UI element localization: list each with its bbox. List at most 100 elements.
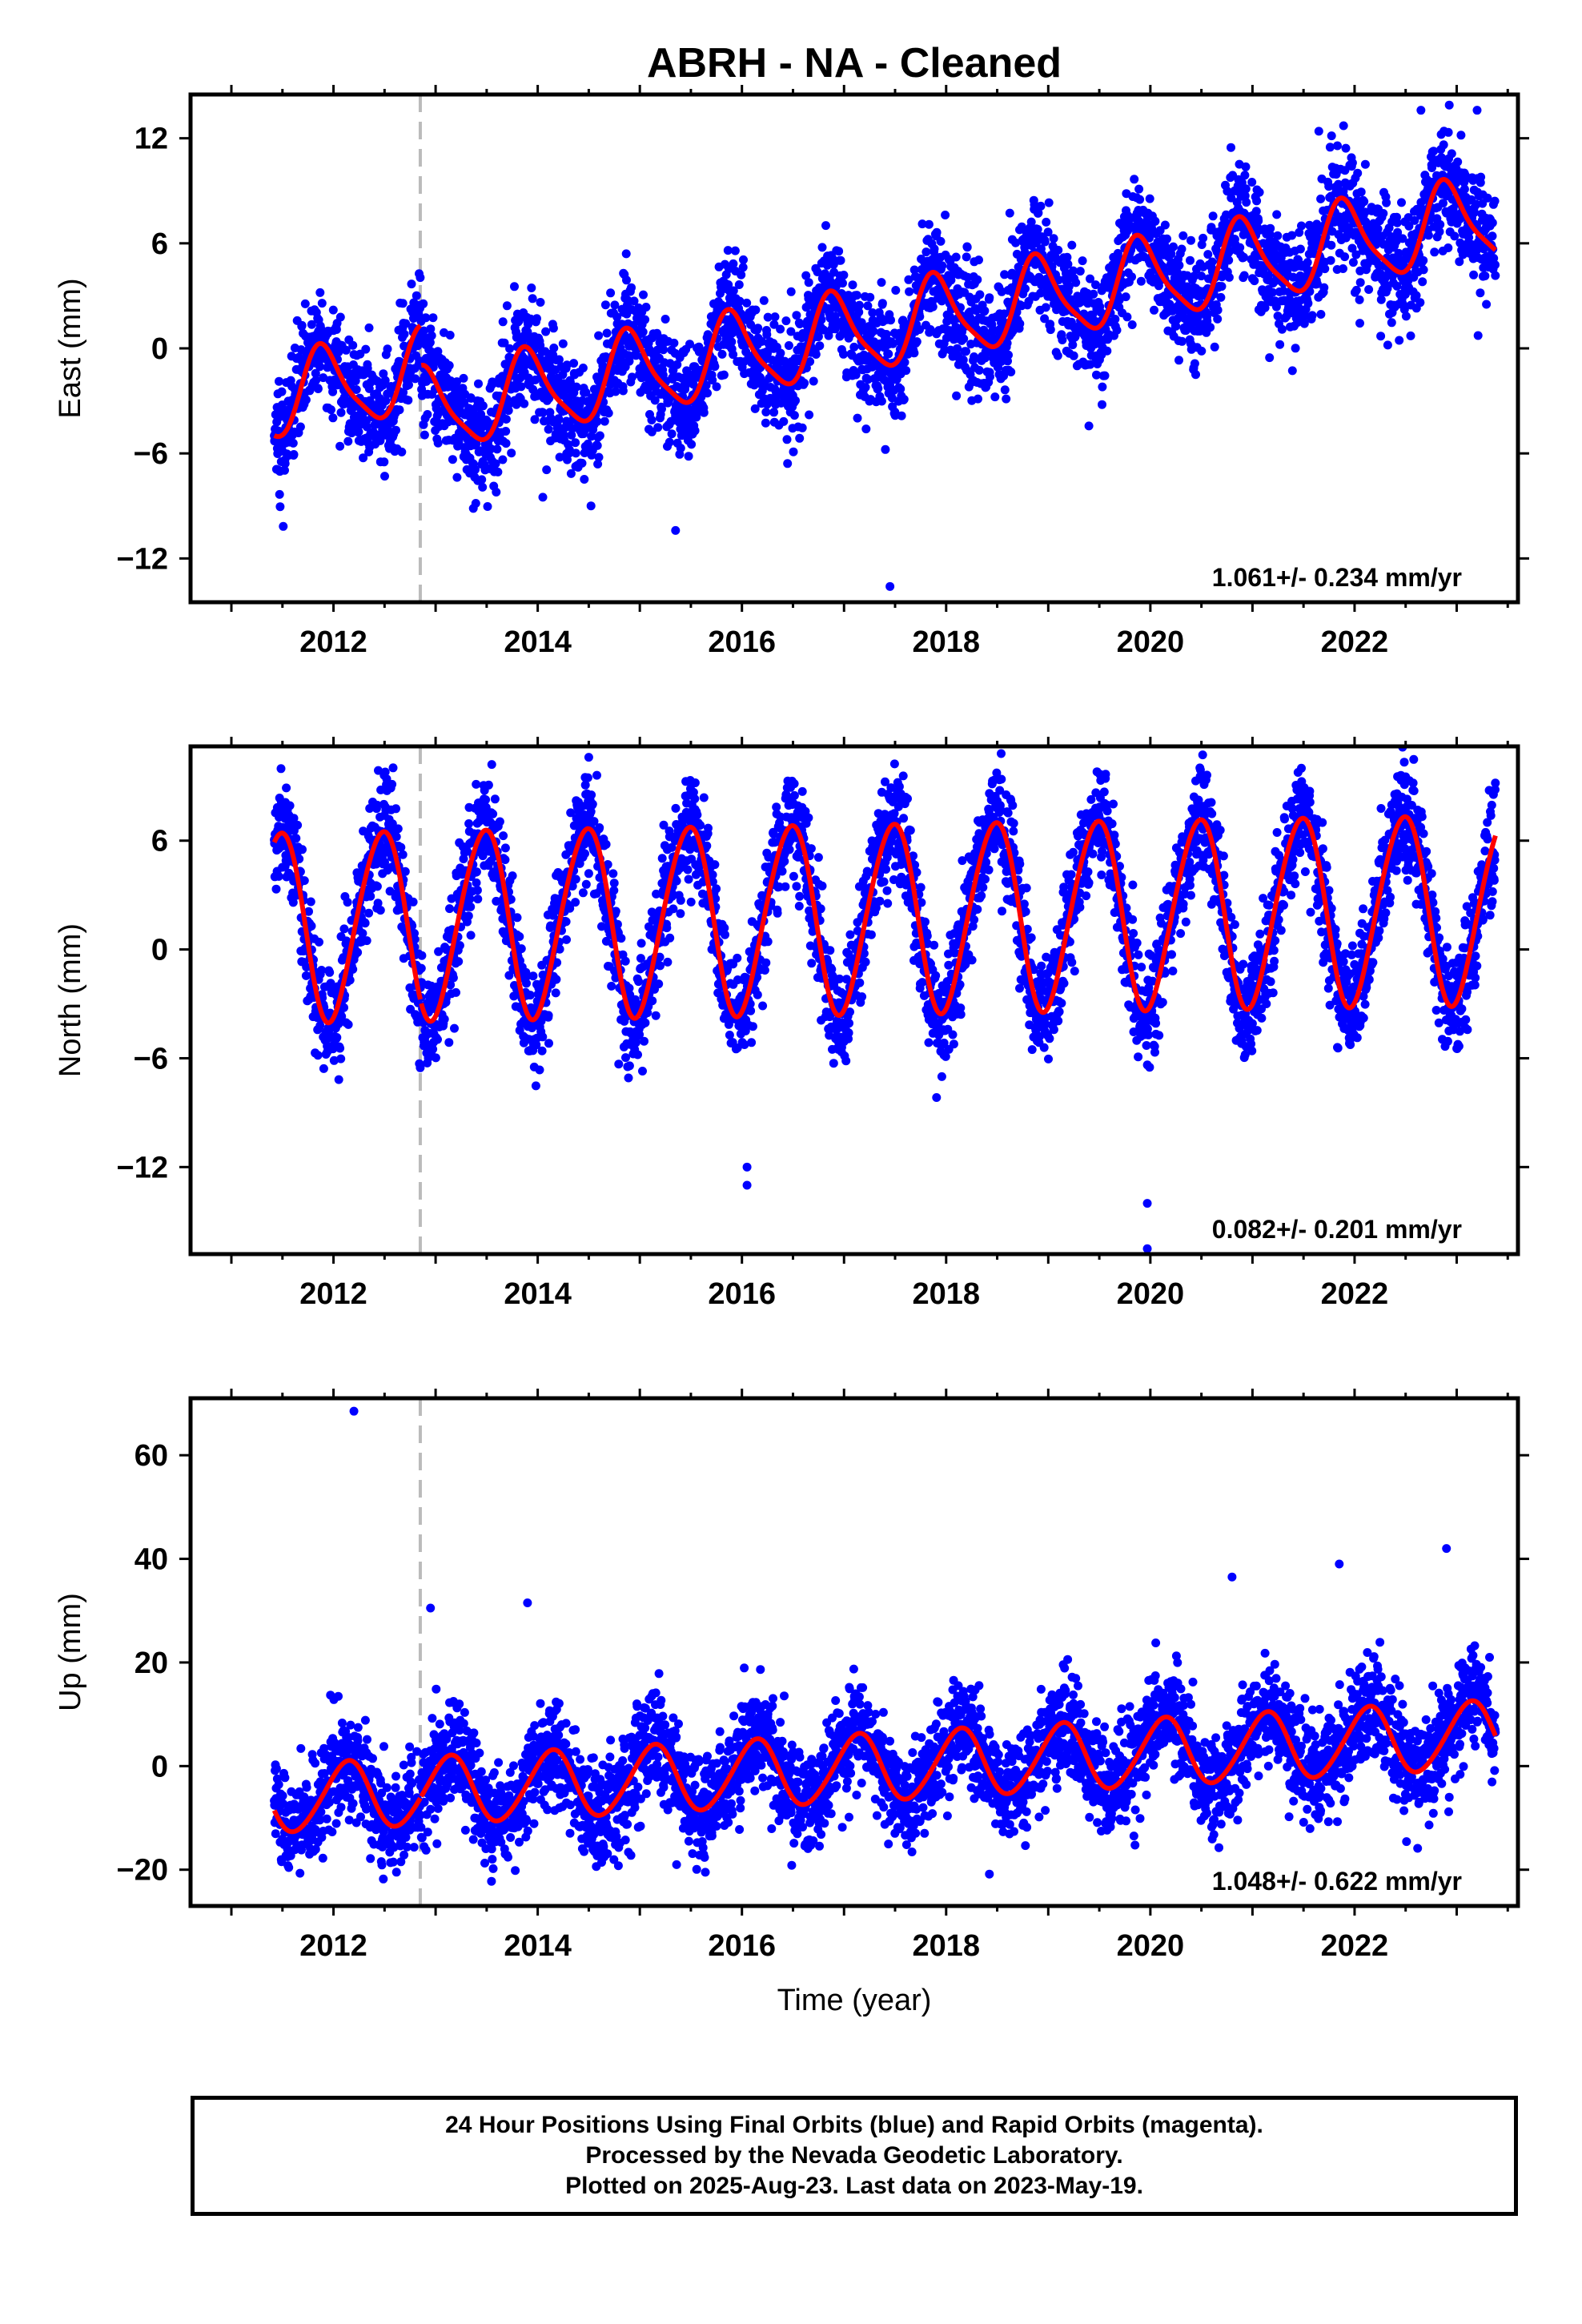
data-point [379, 457, 389, 467]
data-point [578, 364, 588, 372]
data-point [530, 415, 540, 424]
data-point [877, 299, 887, 308]
data-point [886, 316, 895, 325]
data-point [849, 342, 859, 352]
data-point [431, 1053, 440, 1063]
data-point [594, 452, 604, 462]
data-point [815, 341, 825, 351]
data-point [319, 373, 328, 383]
data-point [1351, 250, 1361, 259]
data-point [1439, 140, 1448, 150]
data-point [784, 341, 793, 350]
data-point [594, 331, 604, 340]
data-point [1404, 221, 1414, 231]
data-point [813, 332, 823, 341]
data-point [1436, 153, 1446, 163]
data-point [508, 871, 517, 881]
data-point [712, 382, 721, 392]
data-point [941, 211, 950, 219]
data-point [311, 368, 320, 378]
data-point [542, 465, 552, 475]
data-point [335, 312, 345, 322]
data-point [1356, 187, 1366, 197]
data-point [363, 422, 371, 432]
data-point [958, 356, 968, 364]
data-point [313, 384, 323, 393]
data-point [739, 255, 748, 264]
data-point [1005, 208, 1014, 218]
data-point [491, 459, 500, 468]
data-point [1169, 242, 1178, 251]
data-point [291, 834, 301, 843]
data-point [738, 263, 748, 272]
data-point [544, 393, 554, 403]
data-point [1062, 252, 1072, 262]
data-point [884, 349, 893, 359]
outlier-point [885, 581, 895, 591]
data-point [288, 438, 298, 448]
data-point [1040, 237, 1050, 247]
data-point [838, 279, 847, 288]
data-point [789, 447, 798, 456]
data-point [1078, 256, 1087, 266]
data-point [1250, 276, 1259, 286]
data-point [1134, 184, 1144, 194]
data-point [1086, 274, 1094, 283]
data-point [1247, 178, 1257, 187]
data-point [1410, 215, 1419, 225]
data-point [938, 261, 947, 271]
outlier-point [1314, 127, 1323, 136]
data-point [295, 422, 305, 432]
data-point [779, 416, 789, 426]
data-point [1100, 371, 1110, 380]
data-point [1241, 184, 1251, 194]
data-point [1190, 359, 1199, 368]
data-point [1355, 295, 1364, 304]
data-point [1098, 400, 1106, 409]
data-point [1043, 227, 1053, 237]
data-point [277, 387, 287, 396]
data-point [817, 243, 827, 252]
data-point [717, 349, 727, 359]
outlier-point [671, 525, 681, 535]
data-point [428, 313, 438, 323]
x-tick-label: 2012 [299, 625, 367, 659]
data-point [1455, 257, 1464, 267]
data-point [317, 966, 327, 975]
data-point [276, 764, 286, 774]
data-point [1254, 216, 1263, 226]
data-point [1036, 201, 1046, 211]
y-tick-label: −6 [134, 437, 168, 471]
data-point [1464, 233, 1474, 243]
data-point [548, 324, 558, 333]
data-point [1054, 245, 1063, 255]
data-point [362, 936, 371, 946]
data-point [1327, 131, 1336, 141]
data-point [527, 283, 536, 292]
data-point [295, 854, 304, 863]
data-point [926, 325, 935, 334]
data-point [737, 270, 746, 279]
data-point [1297, 221, 1306, 231]
data-point [1271, 302, 1281, 312]
data-point [1089, 289, 1098, 299]
data-point [427, 331, 436, 340]
data-point [440, 1015, 449, 1024]
data-point [868, 308, 877, 317]
data-point [1472, 199, 1481, 209]
data-point [980, 306, 990, 316]
data-point [735, 296, 745, 306]
data-point [1355, 319, 1364, 328]
data-point [400, 329, 409, 339]
data-point [592, 416, 602, 426]
data-point [483, 502, 492, 511]
data-point [1006, 368, 1016, 376]
data-point [328, 413, 338, 423]
data-point [304, 907, 313, 916]
y-tick-label: 0 [151, 332, 168, 366]
data-point [1239, 271, 1249, 280]
data-point [434, 947, 444, 956]
data-point [544, 424, 553, 434]
data-point [1026, 217, 1036, 227]
